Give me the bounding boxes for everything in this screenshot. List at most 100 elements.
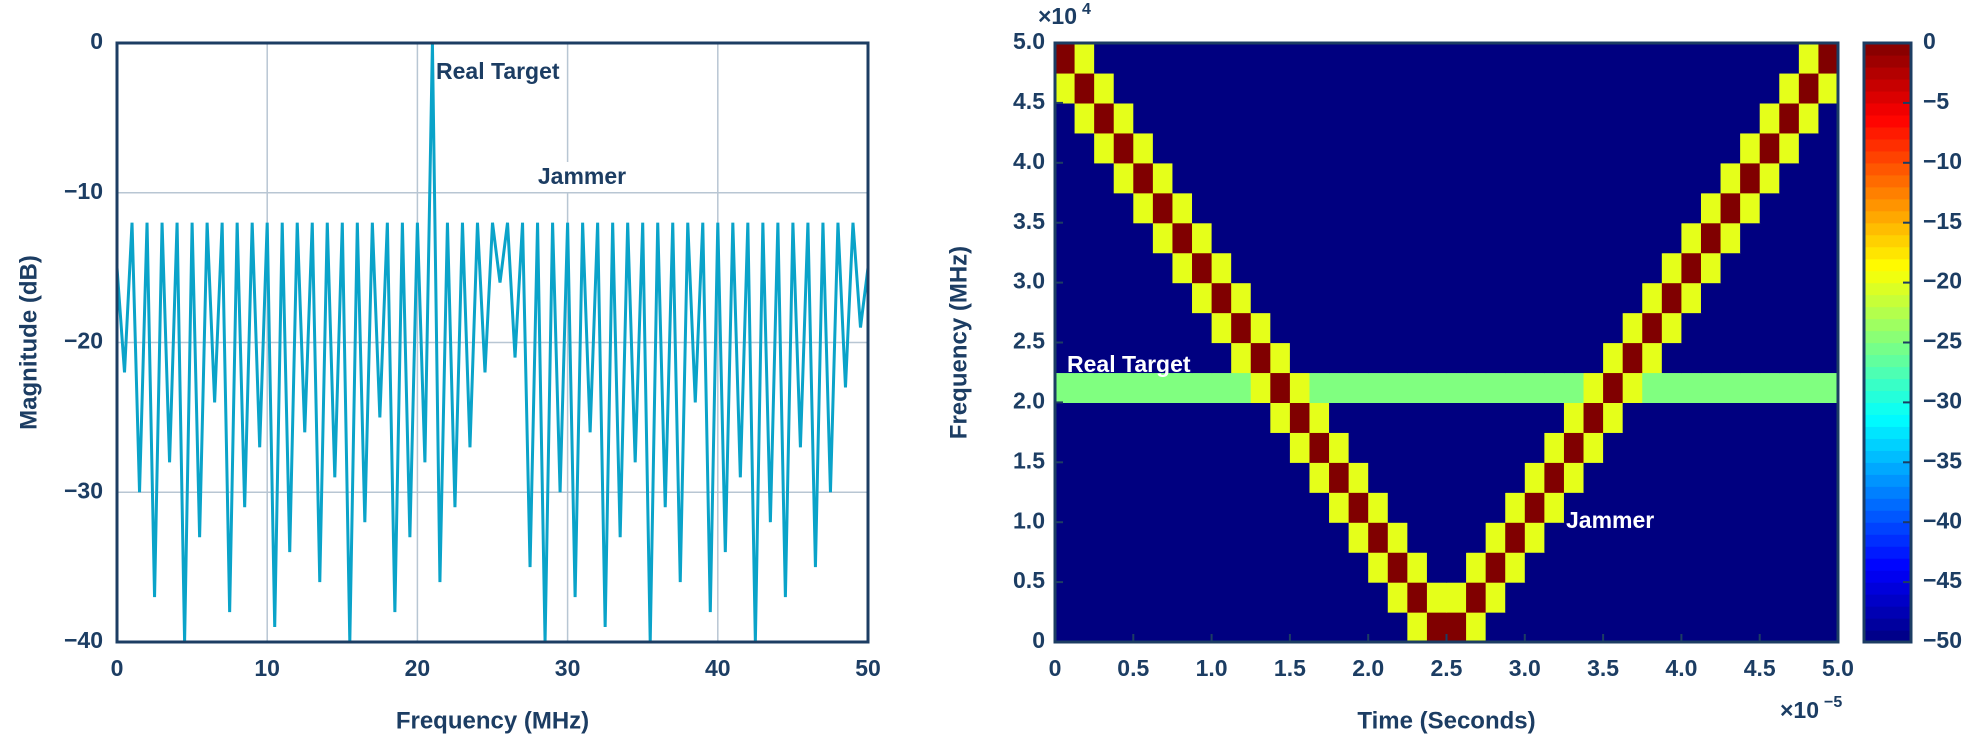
heatmap-cell xyxy=(1094,132,1115,164)
heatmap-cell xyxy=(1700,402,1722,433)
heatmap-cell xyxy=(1622,432,1643,463)
heatmap-cell xyxy=(1759,312,1780,344)
colorbar-swatch xyxy=(1864,270,1911,284)
heatmap-cell xyxy=(1779,72,1800,104)
heatmap-cell xyxy=(1700,222,1722,254)
heatmap-cell xyxy=(1094,102,1115,134)
heatmap-cell xyxy=(1055,432,1076,463)
heatmap-cell xyxy=(1524,492,1545,523)
y-tick-label: 2.5 xyxy=(1013,328,1045,354)
heatmap-cell xyxy=(1172,312,1193,344)
x-tick-label: 40 xyxy=(705,655,731,681)
heatmap-cell xyxy=(1348,522,1369,553)
heatmap-cell xyxy=(1661,462,1682,493)
heatmap-cell xyxy=(1603,72,1624,104)
heatmap-cell xyxy=(1661,312,1682,344)
heatmap-cell xyxy=(1094,192,1115,224)
colorbar-swatch xyxy=(1864,498,1911,511)
heatmap-cell xyxy=(1407,372,1428,403)
heatmap-cell xyxy=(1681,462,1702,493)
heatmap-cell xyxy=(1426,102,1448,134)
heatmap-cell xyxy=(1563,102,1585,134)
heatmap-cell xyxy=(1583,282,1604,314)
heatmap-cell xyxy=(1583,582,1604,613)
heatmap-cell xyxy=(1740,132,1761,164)
heatmap-cell xyxy=(1094,252,1115,284)
y-tick-label: 1.0 xyxy=(1013,507,1045,533)
heatmap-cell xyxy=(1172,552,1193,583)
heatmap-cell xyxy=(1094,312,1115,344)
heatmap-cell xyxy=(1700,612,1722,643)
heatmap-cell xyxy=(1798,282,1820,314)
heatmap-cell xyxy=(1309,43,1330,74)
heatmap-cell xyxy=(1661,432,1682,463)
heatmap-cell xyxy=(1211,372,1232,403)
heatmap-cell xyxy=(1094,342,1115,374)
heatmap-cell xyxy=(1446,462,1467,493)
heatmap-cell xyxy=(1211,252,1232,284)
heatmap-cell xyxy=(1172,522,1193,553)
colorbar-swatch xyxy=(1864,390,1911,403)
heatmap-cell xyxy=(1192,222,1213,254)
heatmap-cell xyxy=(1700,72,1722,104)
heatmap-cell xyxy=(1309,402,1330,433)
heatmap-cell xyxy=(1368,342,1389,374)
heatmap-cell xyxy=(1524,192,1545,224)
heatmap-cell xyxy=(1818,552,1839,583)
heatmap-cell xyxy=(1329,552,1350,583)
heatmap-cell xyxy=(1446,402,1467,433)
heatmap-cell xyxy=(1779,582,1800,613)
heatmap-cell xyxy=(1681,72,1702,104)
heatmap-cell xyxy=(1407,462,1428,493)
heatmap-cell xyxy=(1798,192,1820,224)
heatmap-cell xyxy=(1485,312,1506,344)
colorbar-swatch xyxy=(1864,606,1911,619)
heatmap-cell xyxy=(1348,222,1369,254)
x-tick-label: 4.0 xyxy=(1665,655,1697,681)
heatmap-cell xyxy=(1485,432,1506,463)
heatmap-cell xyxy=(1524,432,1545,463)
heatmap-cell xyxy=(1622,192,1643,224)
heatmap-cell xyxy=(1681,102,1702,134)
heatmap-cell xyxy=(1250,312,1271,344)
heatmap-cell xyxy=(1563,72,1585,104)
heatmap-cell xyxy=(1309,612,1330,643)
heatmap-cell xyxy=(1798,312,1820,344)
heatmap-cell xyxy=(1544,612,1565,643)
heatmap-cell xyxy=(1329,222,1350,254)
heatmap-cell xyxy=(1250,372,1271,403)
heatmap-cell xyxy=(1485,282,1506,314)
heatmap-cell xyxy=(1466,432,1487,463)
heatmap-cell xyxy=(1387,582,1408,613)
colorbar-swatch xyxy=(1864,150,1911,164)
heatmap-cell xyxy=(1172,252,1193,284)
heatmap-cell xyxy=(1250,132,1271,164)
colorbar-swatch xyxy=(1864,534,1911,547)
heatmap-cell xyxy=(1759,102,1780,134)
heatmap-cell xyxy=(1759,192,1780,224)
heatmap-cell xyxy=(1759,402,1780,433)
heatmap-cell xyxy=(1368,222,1389,254)
heatmap-cell xyxy=(1642,492,1663,523)
heatmap-cell xyxy=(1583,552,1604,583)
heatmap-cell xyxy=(1329,342,1350,374)
heatmap-cell xyxy=(1113,552,1134,583)
heatmap-cell xyxy=(1642,462,1663,493)
heatmap-cell xyxy=(1446,582,1467,613)
heatmap-cell xyxy=(1740,102,1761,134)
colorbar-swatch xyxy=(1864,486,1911,499)
heatmap-cell xyxy=(1524,402,1545,433)
heatmap-cell xyxy=(1289,372,1311,403)
heatmap-cell xyxy=(1661,342,1682,374)
heatmap-cell xyxy=(1231,612,1252,643)
heatmap-cell xyxy=(1700,462,1722,493)
heatmap-cell xyxy=(1407,402,1428,433)
heatmap-cell xyxy=(1348,612,1369,643)
heatmap-cell xyxy=(1152,282,1174,314)
heatmap-cell xyxy=(1270,192,1291,224)
heatmap-cell xyxy=(1720,582,1741,613)
heatmap-cell xyxy=(1426,432,1448,463)
heatmap-cell xyxy=(1094,372,1115,403)
heatmap-cell xyxy=(1133,492,1154,523)
